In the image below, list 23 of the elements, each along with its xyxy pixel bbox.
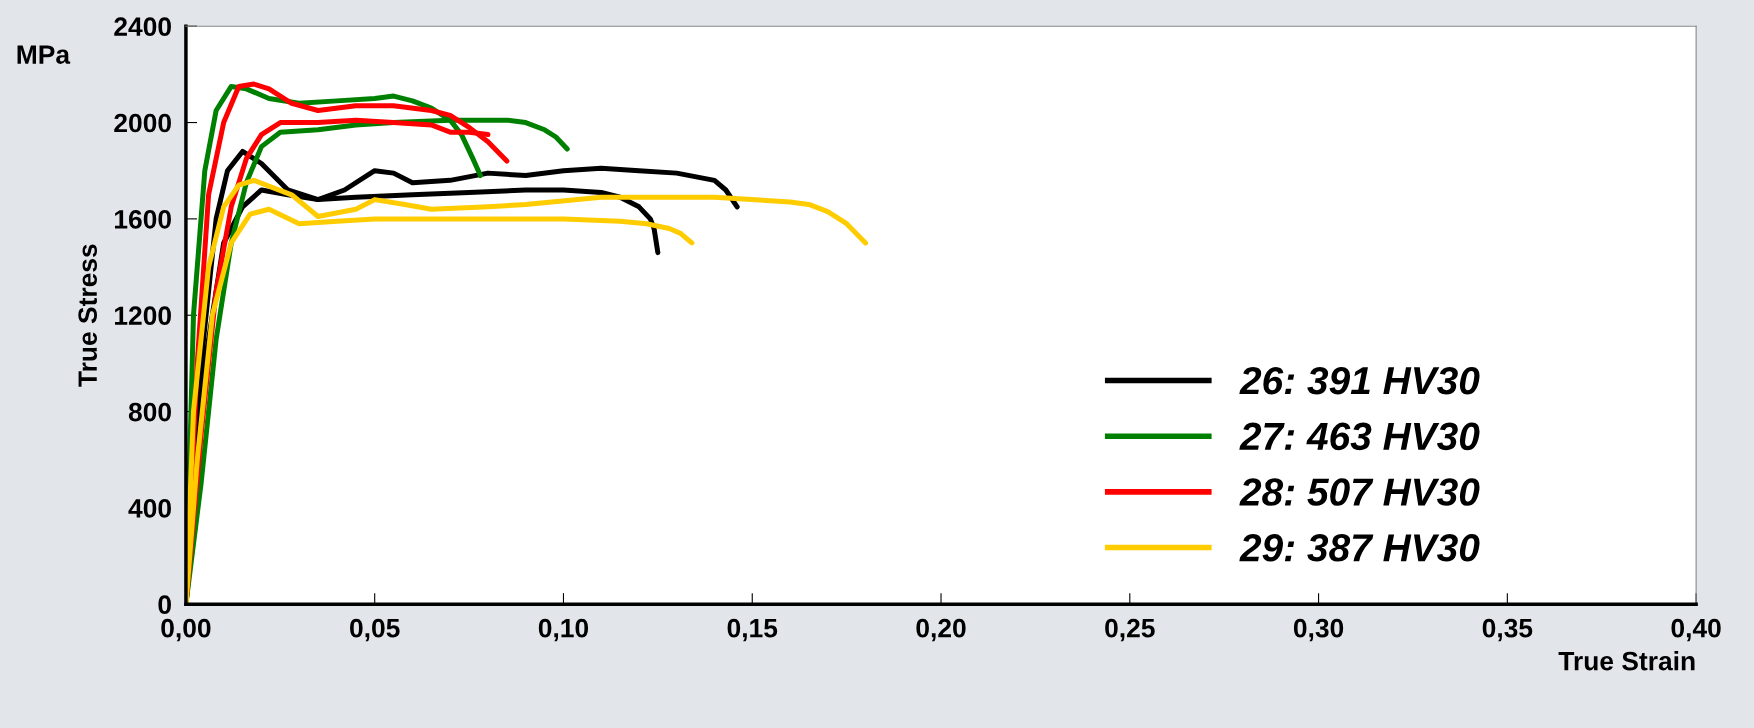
x-tick-label: 0,00 bbox=[161, 618, 211, 642]
x-tick-label: 0,30 bbox=[1293, 618, 1344, 642]
legend-label: 29: 387 HV30 bbox=[1239, 534, 1480, 562]
y-tick-label: 1200 bbox=[115, 306, 171, 326]
x-tick-label: 0,05 bbox=[350, 618, 400, 642]
legend-label: 27: 463 HV30 bbox=[1239, 422, 1480, 451]
y-tick-label: 400 bbox=[128, 499, 171, 518]
y-tick-label: 2000 bbox=[114, 113, 171, 133]
x-tick-label: 0,20 bbox=[916, 618, 966, 642]
text: MPa bbox=[17, 45, 71, 64]
y-tick-label: 1600 bbox=[115, 210, 171, 229]
y-tick-label: 2400 bbox=[114, 17, 171, 37]
y-tick-label: 0 bbox=[158, 595, 171, 615]
x-tick-label: 0,15 bbox=[727, 618, 778, 642]
x-tick-label: 0,25 bbox=[1105, 618, 1155, 642]
legend-label: 26: 391 HV30 bbox=[1239, 366, 1480, 395]
y-tick-label: 800 bbox=[128, 402, 171, 422]
x-tick-label: 0,35 bbox=[1482, 618, 1533, 642]
legend-label: 28: 507 HV30 bbox=[1239, 478, 1480, 506]
x-tick-label: 0,10 bbox=[538, 618, 589, 642]
y-axis-title: True Stress bbox=[78, 244, 98, 387]
x-axis-title: True Strain bbox=[1558, 651, 1695, 671]
x-tick-label: 0,40 bbox=[1671, 618, 1721, 642]
